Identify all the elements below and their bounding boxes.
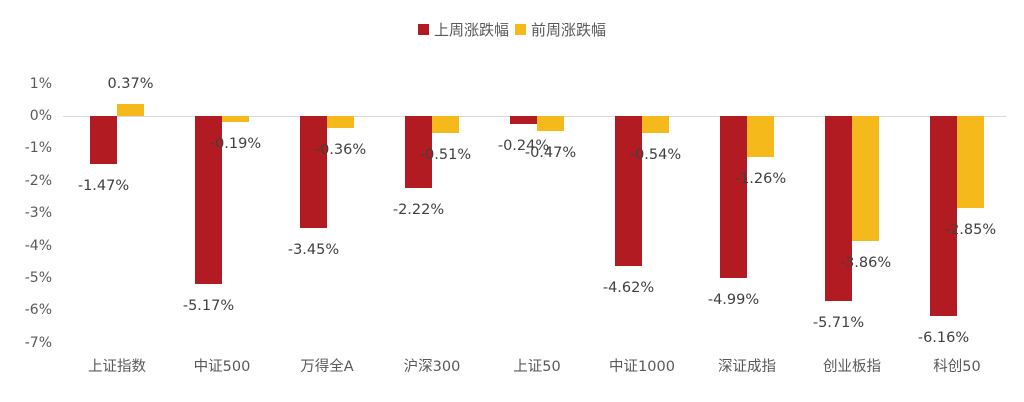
data-value-label: -6.16% [917, 329, 970, 346]
bar-last-week [405, 116, 432, 188]
bar-prev-week [117, 104, 144, 116]
x-axis-category-label: 上证50 [513, 359, 561, 375]
y-axis-tick-label: -7% [24, 334, 52, 351]
chart-legend: 上周涨跌幅 前周涨跌幅 [0, 19, 1024, 40]
y-axis-tick-label: 1% [29, 75, 52, 92]
legend-item-prev-week: 前周涨跌幅 [515, 19, 606, 40]
legend-swatch-yellow [515, 24, 526, 35]
x-axis-category-label: 中证500 [193, 359, 251, 375]
data-value-label: -4.62% [602, 279, 655, 296]
bar-prev-week [222, 116, 249, 123]
y-axis-tick-label: -1% [24, 140, 52, 157]
y-axis-tick-label: -6% [24, 302, 52, 319]
bar-prev-week [327, 116, 354, 128]
bar-prev-week [957, 116, 984, 209]
bar-last-week [930, 116, 957, 316]
legend-item-last-week: 上周涨跌幅 [417, 19, 509, 40]
data-value-label: -2.22% [392, 201, 445, 218]
data-value-label: -0.24% [497, 137, 550, 154]
data-value-label: -0.54% [629, 147, 682, 164]
bar-prev-week [432, 116, 459, 133]
x-axis-category-label: 深证成指 [718, 359, 776, 375]
x-axis-category-label: 中证1000 [609, 359, 675, 375]
bar-last-week [720, 116, 747, 278]
y-axis-tick-label: 0% [29, 108, 52, 124]
x-axis-category-label: 科创50 [933, 359, 981, 375]
data-value-label: -0.19% [209, 136, 262, 153]
x-axis-category-label: 沪深300 [403, 359, 461, 375]
y-axis-tick-label: -4% [24, 237, 52, 254]
bar-prev-week [747, 116, 774, 157]
bar-prev-week [852, 116, 879, 242]
x-axis-category-label: 上证指数 [88, 359, 146, 375]
bar-prev-week [537, 116, 564, 132]
data-value-label: -0.51% [419, 146, 472, 163]
bar-last-week [90, 116, 117, 164]
legend-label: 上周涨跌幅 [433, 21, 509, 39]
data-value-label: -1.47% [77, 177, 130, 194]
y-axis-tick-label: -3% [24, 205, 52, 222]
bar-last-week [825, 116, 852, 301]
data-value-label: -5.17% [182, 297, 235, 314]
bar-last-week [510, 116, 537, 124]
bar-last-week [615, 116, 642, 266]
data-value-label: -1.26% [734, 170, 787, 187]
bar-last-week [195, 116, 222, 284]
data-value-label: -4.99% [707, 291, 760, 308]
x-axis-category-label: 创业板指 [823, 359, 881, 375]
bar-prev-week [642, 116, 669, 134]
y-axis-tick-label: -2% [24, 172, 52, 189]
data-value-label: -3.45% [287, 241, 340, 258]
legend-swatch-red [417, 24, 429, 35]
data-value-label: -3.86% [839, 255, 892, 272]
data-value-label: -2.85% [944, 222, 997, 239]
data-value-label: -0.47% [524, 145, 577, 162]
x-axis-category-label: 万得全A [300, 359, 354, 375]
bar-last-week [300, 116, 327, 228]
data-value-label: -5.71% [812, 315, 865, 331]
data-value-label: 0.37% [107, 76, 154, 92]
y-axis-tick-label: -5% [24, 270, 52, 286]
data-value-label: -0.36% [314, 141, 367, 158]
legend-label: 前周涨跌幅 [531, 21, 607, 39]
